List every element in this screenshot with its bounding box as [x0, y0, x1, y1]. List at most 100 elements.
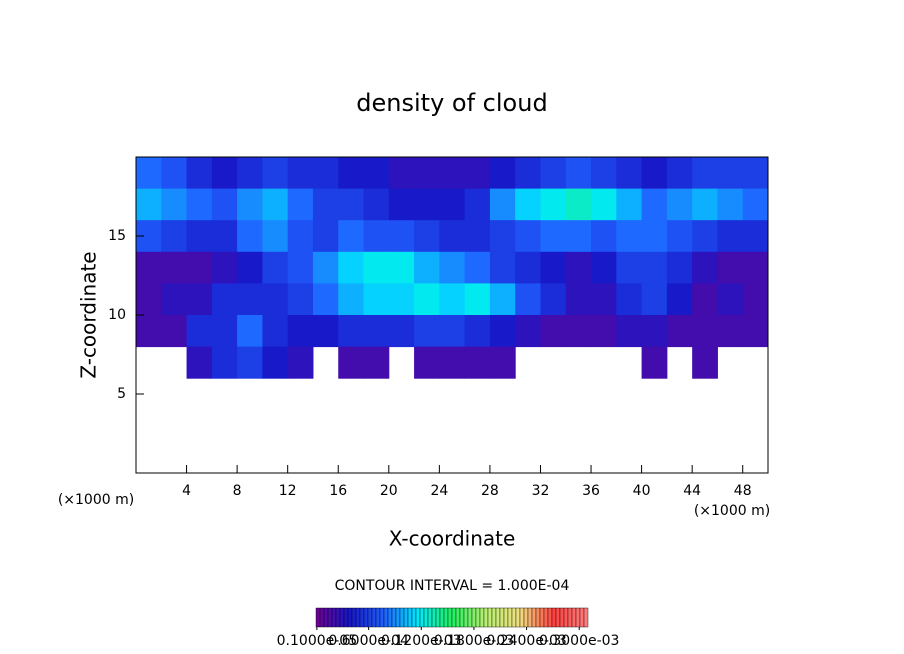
colorbar-swatch	[547, 607, 553, 628]
heat-cell	[136, 251, 162, 284]
colorbar-swatch	[463, 607, 469, 628]
heat-cell	[287, 188, 314, 221]
colorbar-swatch	[487, 607, 493, 628]
x-tick-label: 4	[182, 483, 191, 499]
colorbar-swatch	[367, 607, 373, 628]
heat-cell	[161, 283, 188, 316]
colorbar-swatch	[423, 607, 429, 628]
heat-cell	[388, 315, 415, 348]
colorbar-swatch	[527, 607, 533, 628]
heat-cell	[237, 283, 263, 316]
heat-cell	[363, 315, 390, 348]
colorbar-swatch	[539, 607, 545, 628]
colorbar-tick-label: 0.1200e-03	[381, 633, 461, 649]
heat-cell	[388, 220, 415, 253]
heat-cell	[262, 157, 289, 190]
heat-cell	[666, 188, 693, 221]
colorbar-swatch	[339, 607, 345, 628]
colorbar-swatch	[391, 607, 397, 628]
heat-cell	[692, 251, 718, 284]
x-axis-label: X-coordinate	[389, 527, 516, 551]
heat-cell	[388, 157, 415, 190]
heat-cell	[287, 157, 314, 190]
heat-cell	[464, 346, 491, 379]
colorbar-swatch	[511, 607, 517, 628]
heat-cell	[616, 283, 643, 316]
heat-cell	[641, 188, 668, 221]
colorbar-swatch	[471, 607, 477, 628]
colorbar-swatch	[519, 607, 525, 628]
heat-cell	[641, 346, 668, 379]
heat-cell	[136, 283, 162, 316]
colorbar-swatch	[571, 607, 577, 628]
heat-cell	[338, 157, 365, 190]
heat-cell	[489, 157, 516, 190]
heat-cell	[312, 283, 339, 316]
heat-cell	[641, 315, 668, 348]
heat-cell	[439, 315, 466, 348]
colorbar-swatch	[335, 607, 341, 628]
heat-cell	[515, 157, 541, 190]
heat-cell	[338, 283, 365, 316]
heat-cell	[363, 251, 390, 284]
colorbar-swatch	[483, 607, 489, 628]
y-axis-label: Z-coordinate	[77, 251, 101, 378]
colorbar-swatch	[515, 607, 521, 628]
heat-cell	[692, 283, 718, 316]
heat-cell	[363, 346, 390, 379]
heat-cell	[211, 315, 238, 348]
colorbar-swatch	[495, 607, 501, 628]
heat-cell	[211, 188, 238, 221]
heat-cell	[692, 188, 718, 221]
colorbar-swatch	[563, 607, 569, 628]
colorbar-swatch	[351, 607, 357, 628]
heat-cell	[666, 315, 693, 348]
heat-cell	[489, 346, 516, 379]
heat-cell	[666, 157, 693, 190]
colorbar-swatch	[387, 607, 393, 628]
colorbar-tick-label: 0.6000e-04	[328, 633, 409, 649]
heat-cell	[363, 283, 390, 316]
heat-cell	[666, 283, 693, 316]
colorbar-swatch	[499, 607, 505, 628]
colorbar-swatch	[407, 607, 413, 628]
heat-cell	[136, 157, 162, 190]
x-tick-label: 32	[532, 483, 550, 499]
heat-cell	[464, 251, 491, 284]
heat-cell	[414, 188, 440, 221]
heat-cell	[540, 283, 567, 316]
heat-cell	[717, 188, 744, 221]
heat-cell	[338, 188, 365, 221]
heat-cell	[186, 220, 213, 253]
colorbar-swatch	[579, 607, 585, 628]
colorbar-swatch	[363, 607, 369, 628]
heat-cell	[211, 283, 238, 316]
colorbar-swatch	[435, 607, 441, 628]
heat-cell	[414, 157, 440, 190]
colorbar-swatch	[583, 607, 589, 628]
heat-cell	[439, 157, 466, 190]
heat-cell	[312, 220, 339, 253]
heat-cell	[287, 283, 314, 316]
x-tick-label: 16	[329, 483, 347, 499]
x-tick-label: 48	[734, 483, 752, 499]
colorbar-swatch	[327, 607, 333, 628]
heat-cell	[540, 157, 567, 190]
heat-cell	[237, 188, 263, 221]
heat-cell	[717, 220, 744, 253]
colorbar-swatch	[371, 607, 377, 628]
heat-cell	[161, 251, 188, 284]
heat-cell	[489, 251, 516, 284]
heat-cell	[591, 188, 617, 221]
heat-cell	[211, 157, 238, 190]
heat-cell	[742, 157, 769, 190]
heat-cell	[312, 188, 339, 221]
y-tick-label: 5	[117, 386, 126, 402]
heat-cell	[717, 157, 744, 190]
x-tick-label: 28	[481, 483, 499, 499]
contour-note: CONTOUR INTERVAL = 1.000E-04	[335, 578, 570, 594]
heat-cell	[641, 251, 668, 284]
heat-cell	[414, 251, 440, 284]
heat-cell	[262, 283, 289, 316]
